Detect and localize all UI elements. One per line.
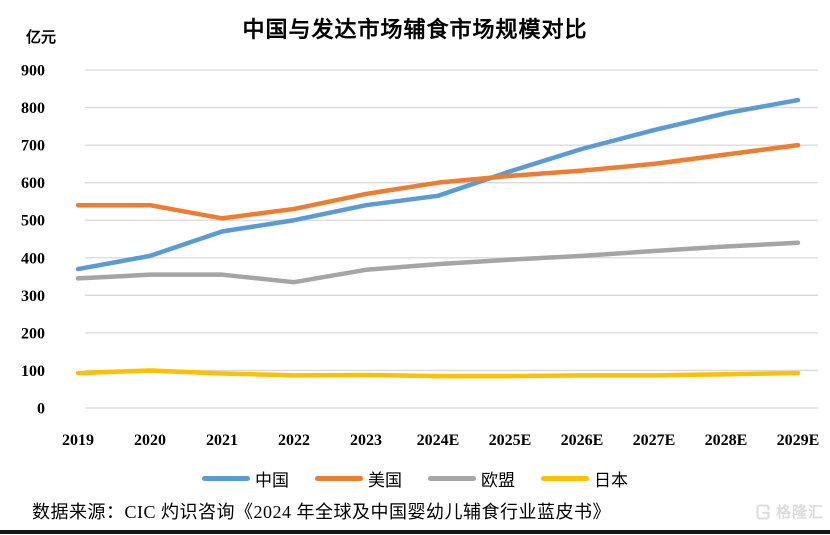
y-tick-label-300: 300 bbox=[21, 288, 45, 305]
x-tick-label-2029E: 2029E bbox=[777, 432, 820, 449]
x-tick-label-2027E: 2027E bbox=[633, 432, 676, 449]
gelonghui-logo-icon bbox=[756, 503, 770, 520]
legend-swatch-eu bbox=[428, 475, 476, 481]
series-line-eu bbox=[75, 240, 801, 285]
legend-label-usa: 美国 bbox=[368, 470, 402, 490]
line-chart-plot: 900 800 700 600 500 400 300 200 100 0 2019 2020 2021… bbox=[21, 63, 820, 450]
x-tick-label-2023: 2023 bbox=[350, 432, 382, 449]
legend-item-eu: 欧盟 bbox=[428, 466, 515, 491]
legend-item-china: 中国 bbox=[202, 466, 289, 491]
series-line-japan bbox=[75, 368, 801, 379]
data-source-text: 数据来源：CIC 灼识咨询《2024 年全球及中国婴幼儿辅食行业蓝皮书》 bbox=[32, 502, 612, 522]
legend-swatch-usa bbox=[315, 475, 363, 481]
y-tick-label-0: 0 bbox=[37, 401, 45, 418]
x-tick-label-2026E: 2026E bbox=[561, 432, 604, 449]
x-tick-label-2024E: 2024E bbox=[417, 432, 460, 449]
legend-item-usa: 美国 bbox=[315, 466, 402, 491]
chart-legend: 中国 美国 欧盟 日本 bbox=[0, 464, 830, 492]
series-line-usa bbox=[75, 142, 801, 221]
bottom-divider bbox=[0, 530, 830, 534]
y-axis-unit-label: 亿元 bbox=[26, 30, 57, 46]
y-tick-label-700: 700 bbox=[21, 138, 45, 155]
legend-label-japan: 日本 bbox=[594, 470, 628, 490]
y-tick-label-200: 200 bbox=[21, 325, 45, 342]
series-line-china bbox=[75, 97, 801, 272]
y-tick-label-500: 500 bbox=[21, 213, 45, 230]
legend-item-japan: 日本 bbox=[541, 466, 628, 491]
x-tick-label-2028E: 2028E bbox=[705, 432, 748, 449]
y-tick-label-800: 800 bbox=[21, 100, 45, 117]
x-tick-label-2022: 2022 bbox=[278, 432, 310, 449]
legend-swatch-china bbox=[202, 475, 250, 481]
watermark: 格隆汇 bbox=[753, 501, 824, 522]
watermark-text: 格隆汇 bbox=[775, 504, 824, 521]
x-tick-label-2021: 2021 bbox=[206, 432, 238, 449]
legend-label-eu: 欧盟 bbox=[481, 470, 515, 490]
x-tick-label-2025E: 2025E bbox=[489, 432, 532, 449]
legend-swatch-japan bbox=[541, 475, 589, 481]
chart-title: 中国与发达市场辅食市场规模对比 bbox=[242, 17, 588, 42]
y-tick-label-600: 600 bbox=[21, 175, 45, 192]
x-tick-label-2020: 2020 bbox=[134, 432, 166, 449]
y-tick-label-900: 900 bbox=[21, 63, 45, 80]
y-tick-label-100: 100 bbox=[21, 363, 45, 380]
x-tick-label-2019: 2019 bbox=[62, 432, 94, 449]
y-tick-label-400: 400 bbox=[21, 250, 45, 267]
legend-label-china: 中国 bbox=[255, 470, 289, 490]
